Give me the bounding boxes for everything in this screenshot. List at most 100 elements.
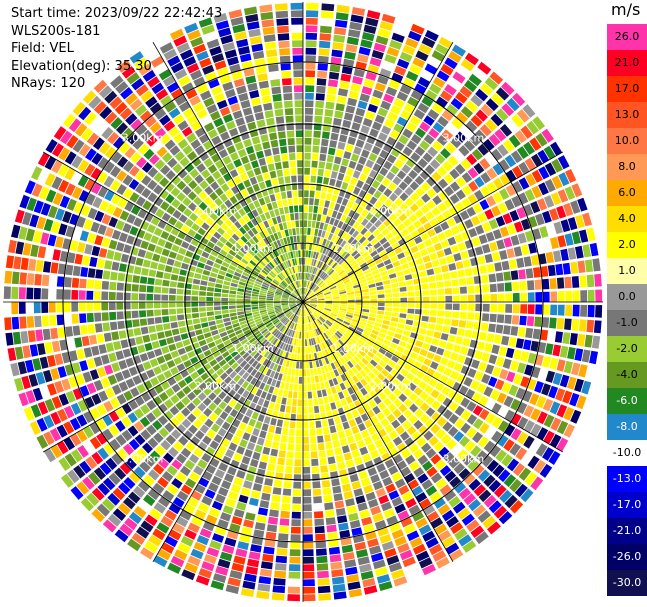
range-gate-cell (138, 500, 151, 513)
range-gate-cell (429, 83, 442, 95)
range-gate-cell (280, 254, 285, 262)
range-gate-cell (580, 304, 588, 317)
range-gate-cell (369, 309, 377, 314)
range-gate-cell (27, 330, 36, 343)
range-gate-cell (310, 443, 317, 451)
range-gate-cell (299, 324, 302, 332)
range-gate-cell (428, 378, 438, 388)
range-gate-cell (264, 478, 273, 487)
range-gate-cell (474, 176, 485, 188)
range-gate-cell (4, 317, 12, 331)
range-gate-cell (110, 117, 123, 130)
range-gate-cell (86, 382, 97, 394)
range-gate-cell (111, 362, 121, 373)
range-gate-cell (121, 369, 131, 380)
range-gate-cell (245, 286, 253, 291)
range-gate-cell (242, 415, 250, 424)
range-gate-cell (375, 318, 383, 324)
range-gate-cell (179, 269, 188, 276)
range-gate-cell (242, 371, 250, 380)
range-gate-cell (171, 478, 183, 489)
range-gate-cell (556, 205, 567, 219)
range-gate-cell (236, 305, 244, 309)
range-gate-cell (266, 306, 274, 310)
range-gate-cell (213, 13, 228, 23)
range-gate-cell (249, 176, 258, 185)
range-gate-cell (376, 262, 385, 269)
range-gate-cell (505, 293, 513, 302)
range-gate-cell (525, 268, 534, 279)
range-gate-cell (432, 122, 445, 133)
range-gate-cell (96, 366, 107, 378)
range-gate-cell (292, 292, 298, 297)
range-gate-cell (97, 224, 107, 235)
range-gate-cell (393, 187, 403, 197)
range-gate-cell (471, 148, 484, 161)
range-gate-cell (296, 308, 300, 315)
range-gate-cell (243, 298, 251, 302)
range-gate-cell (336, 267, 344, 274)
range-gate-cell (520, 292, 528, 302)
range-gate-cell (273, 372, 280, 380)
range-gate-cell (308, 323, 312, 331)
range-gate-cell (278, 324, 284, 331)
range-gate-cell (329, 284, 336, 289)
range-gate-cell (273, 232, 279, 241)
range-gate-cell (442, 397, 453, 408)
range-gate-cell (283, 237, 288, 245)
range-gate-cell (69, 240, 79, 252)
range-gate-cell (283, 367, 289, 375)
range-gate-cell (154, 278, 163, 286)
range-gate-cell (338, 205, 346, 213)
range-gate-cell (317, 229, 323, 237)
range-gate-cell (261, 348, 268, 356)
range-gate-cell (482, 221, 492, 233)
range-gate-cell (582, 244, 592, 258)
range-gate-cell (489, 445, 502, 458)
range-gate-cell (153, 555, 168, 568)
range-gate-cell (255, 65, 267, 75)
range-gate-cell (291, 293, 297, 298)
range-gate-cell (395, 328, 404, 335)
range-gate-cell (328, 79, 339, 88)
range-gate-cell (13, 256, 22, 270)
range-gate-cell (321, 313, 329, 318)
range-gate-cell (296, 300, 303, 302)
range-gate-cell (231, 71, 243, 81)
range-gate-cell (165, 170, 176, 181)
range-gate-cell (307, 308, 312, 314)
range-gate-cell (378, 392, 387, 401)
range-gate-cell (453, 150, 464, 162)
range-gate-cell (498, 420, 509, 433)
range-gate-cell (593, 320, 602, 334)
range-gate-cell (301, 302, 303, 309)
range-gate-cell (194, 127, 206, 138)
range-gate-cell (316, 269, 322, 276)
range-gate-cell (377, 132, 388, 142)
range-gate-cell (222, 544, 235, 555)
range-gate-cell (311, 383, 316, 391)
range-gate-cell (393, 25, 408, 36)
range-gate-cell (292, 228, 296, 236)
range-gate-cell (323, 289, 330, 293)
range-gate-cell (379, 469, 390, 480)
range-gate-cell (398, 213, 408, 222)
range-gate-cell (356, 244, 364, 252)
range-gate-cell (251, 293, 259, 297)
range-gate-cell (399, 84, 412, 95)
range-gate-cell (247, 334, 255, 341)
range-gate-cell (258, 346, 265, 354)
range-gate-cell (352, 170, 361, 179)
range-gate-cell (174, 549, 188, 561)
range-gate-cell (187, 522, 200, 534)
range-gate-cell (125, 378, 136, 389)
range-gate-cell (196, 367, 206, 376)
range-gate-cell (255, 233, 263, 241)
range-gate-cell (468, 478, 481, 491)
range-gate-cell (334, 236, 341, 244)
range-gate-cell (504, 199, 515, 211)
range-gate-cell (157, 415, 168, 426)
range-gate-cell (106, 203, 116, 215)
range-gate-cell (571, 319, 580, 331)
range-gate-cell (157, 548, 171, 561)
